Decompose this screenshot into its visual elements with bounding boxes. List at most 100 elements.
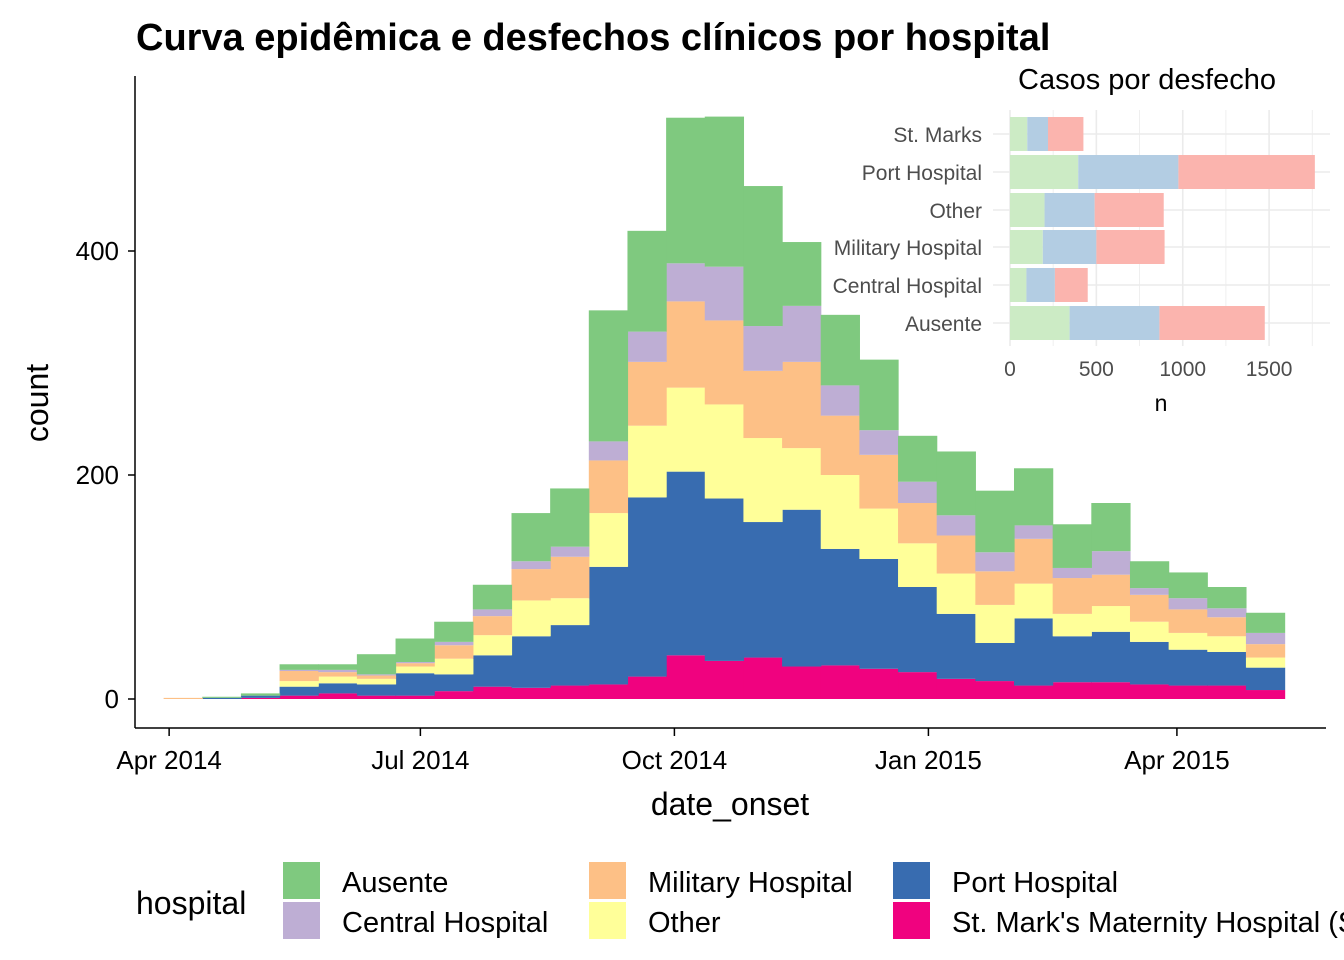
bar-military-hospital-2014-12-21 — [898, 503, 938, 544]
inset-x-tick-label-0: 0 — [1004, 358, 1016, 381]
bar-central-hospital-2014-09-14 — [627, 331, 667, 362]
bar-st-mark-s-maternity-hospital-smmh-2015-02-01 — [1014, 685, 1054, 699]
legend-label-central-hospital: Central Hospital — [342, 907, 548, 939]
legend-items: Ausente Central Hospital Military Hospital… — [283, 862, 1344, 939]
inset-bar-military-hospital-2 — [1096, 230, 1165, 264]
bar-ausente-2014-04-27 — [240, 693, 281, 696]
bar-port-hospital-2014-12-21 — [898, 587, 938, 673]
bar-military-hospital-2014-05-25 — [318, 672, 358, 677]
bar-central-hospital-2015-04-26 — [1245, 632, 1286, 645]
legend-key-other — [589, 902, 626, 939]
inset-bar-port-hospital-1 — [1078, 155, 1179, 189]
inset-bar-st-marks-2 — [1048, 117, 1084, 151]
bar-military-hospital-2015-03-15 — [1129, 594, 1170, 622]
bar-military-hospital-2014-11-09 — [782, 361, 822, 449]
bar-st-mark-s-maternity-hospital-smmh-2014-08-17 — [550, 685, 590, 699]
bar-st-mark-s-maternity-hospital-smmh-2015-04-26 — [1245, 690, 1286, 699]
bar-port-hospital-2014-07-20 — [472, 655, 513, 687]
bar-ausente-2014-09-14 — [627, 230, 667, 332]
bar-st-mark-s-maternity-hospital-smmh-2014-09-14 — [627, 676, 667, 699]
bar-port-hospital-2014-09-14 — [627, 497, 667, 677]
inset-bar-military-hospital-1 — [1042, 230, 1097, 264]
bar-other-2015-02-15 — [1052, 613, 1092, 637]
bar-military-hospital-2015-03-01 — [1091, 574, 1131, 607]
inset-x-axis-label: n — [1155, 390, 1168, 416]
bar-port-hospital-2015-01-04 — [936, 613, 976, 679]
bar-central-hospital-2014-08-17 — [550, 546, 590, 557]
bar-port-hospital-2014-04-27 — [240, 695, 281, 698]
bar-port-hospital-2014-07-06 — [434, 674, 474, 692]
bar-port-hospital-2014-11-09 — [782, 509, 822, 667]
inset-category-military-hospital: Military Hospital — [834, 237, 982, 260]
x-tick-label-jan-2015: Jan 2015 — [875, 745, 982, 775]
bar-st-mark-s-maternity-hospital-smmh-2014-08-03 — [511, 687, 551, 699]
bar-military-hospital-2014-06-08 — [356, 675, 397, 679]
bar-ausente-2015-03-15 — [1129, 561, 1170, 589]
y-tick-label-200: 200 — [76, 460, 119, 490]
bar-central-hospital-2014-10-26 — [743, 326, 783, 371]
inset-bar-other-1 — [1044, 193, 1095, 227]
bar-st-mark-s-maternity-hospital-smmh-2014-11-09 — [782, 666, 822, 699]
bar-st-mark-s-maternity-hospital-smmh-2014-06-22 — [395, 695, 435, 699]
bar-ausente-2014-10-26 — [743, 186, 783, 327]
bar-st-mark-s-maternity-hospital-smmh-2014-10-12 — [704, 660, 745, 699]
bar-port-hospital-2014-08-03 — [511, 636, 551, 688]
inset-bar-ausente-0 — [1010, 306, 1070, 340]
legend-label-st-mark-s-maternity-hospital-smmh: St. Mark's Maternity Hospital (SMMH) — [952, 907, 1344, 939]
bar-military-hospital-2014-08-03 — [511, 569, 551, 601]
series-ausente — [202, 116, 1286, 698]
bar-other-2014-11-09 — [782, 448, 822, 510]
chart-title: Curva epidêmica e desfechos clínicos por… — [136, 17, 1050, 59]
bar-other-2014-08-03 — [511, 600, 551, 637]
bar-st-mark-s-maternity-hospital-smmh-2015-01-18 — [975, 681, 1015, 699]
bar-ausente-2014-06-08 — [356, 654, 397, 675]
x-axis-ticks: Apr 2014 Jul 2014 Oct 2014 Jan 2015 Apr 2015 — [116, 728, 1230, 775]
bar-military-hospital-2014-12-07 — [859, 454, 899, 509]
bar-ausente-2014-07-06 — [434, 621, 474, 642]
bar-ausente-2014-08-03 — [511, 513, 551, 562]
legend-key-ausente — [283, 862, 320, 899]
bar-central-hospital-2014-05-25 — [318, 669, 358, 673]
legend-item-ausente: Ausente — [283, 862, 448, 899]
bar-ausente-2014-07-20 — [472, 584, 513, 610]
bar-ausente-2015-01-18 — [975, 490, 1015, 553]
x-tick-label-apr-2014: Apr 2014 — [116, 745, 222, 775]
bar-military-hospital-2014-03-30 — [163, 697, 203, 699]
bar-st-mark-s-maternity-hospital-smmh-2014-04-27 — [240, 697, 281, 699]
inset-bar-ausente-1 — [1069, 306, 1160, 340]
bar-st-mark-s-maternity-hospital-smmh-2015-01-04 — [936, 678, 976, 699]
legend-item-other: Other — [589, 902, 721, 939]
legend-item-port-hospital: Port Hospital — [893, 862, 1118, 899]
bar-other-2014-05-25 — [318, 676, 358, 684]
bar-ausente-2015-03-29 — [1168, 572, 1208, 599]
main-axes — [134, 76, 1326, 729]
bar-st-mark-s-maternity-hospital-smmh-2014-07-20 — [472, 686, 513, 699]
inset-category-other: Other — [929, 200, 982, 223]
bar-st-mark-s-maternity-hospital-smmh-2015-03-15 — [1129, 684, 1170, 699]
bar-st-mark-s-maternity-hospital-smmh-2015-03-01 — [1091, 682, 1131, 699]
bar-port-hospital-2015-02-15 — [1052, 636, 1092, 683]
inset-bar-military-hospital-0 — [1010, 230, 1043, 264]
bar-ausente-2014-11-23 — [820, 314, 860, 386]
bar-port-hospital-2015-04-26 — [1245, 667, 1286, 691]
bar-ausente-2014-06-22 — [395, 638, 435, 663]
bar-other-2014-08-31 — [588, 513, 629, 567]
bar-central-hospital-2014-12-21 — [898, 481, 938, 503]
bar-ausente-2014-09-28 — [666, 117, 706, 264]
bar-ausente-2014-11-09 — [782, 242, 822, 306]
inset-x-tick-label-1500: 1500 — [1246, 358, 1293, 381]
bar-central-hospital-2014-06-08 — [356, 674, 397, 676]
bar-ausente-2014-05-11 — [279, 664, 319, 670]
bar-port-hospital-2014-10-12 — [704, 498, 745, 661]
bar-central-hospital-2014-11-23 — [820, 385, 860, 416]
bar-central-hospital-2014-06-22 — [395, 662, 435, 664]
y-tick-label-0: 0 — [105, 684, 119, 714]
bar-st-mark-s-maternity-hospital-smmh-2014-12-21 — [898, 672, 938, 699]
bar-central-hospital-2014-11-09 — [782, 305, 822, 362]
bar-st-mark-s-maternity-hospital-smmh-2014-11-23 — [820, 665, 860, 699]
inset-bar-other-0 — [1010, 193, 1045, 227]
bar-military-hospital-2015-04-12 — [1207, 617, 1247, 637]
bar-st-mark-s-maternity-hospital-smmh-2014-10-26 — [743, 657, 783, 699]
bar-other-2014-05-11 — [279, 681, 319, 687]
inset-category-ausente: Ausente — [905, 313, 982, 336]
